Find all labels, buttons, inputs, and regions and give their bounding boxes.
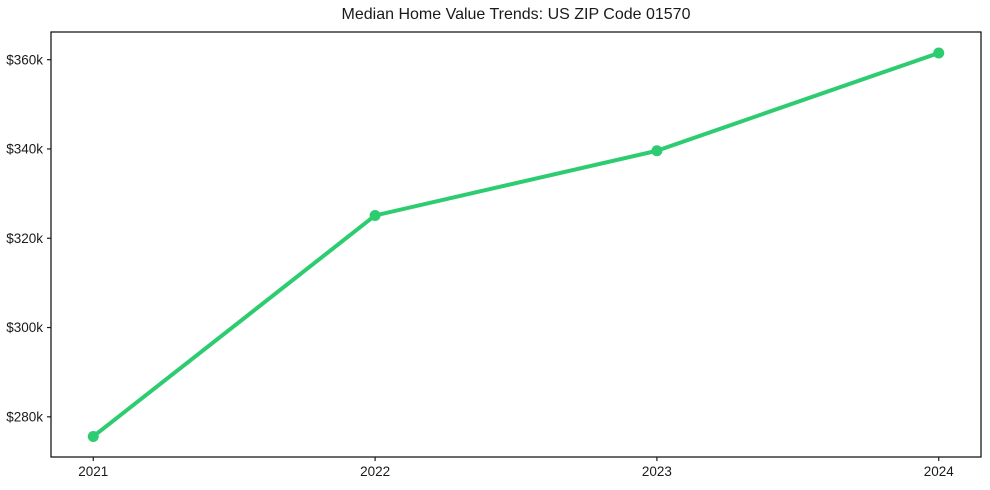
data-point-marker: [369, 209, 381, 221]
y-axis-tick-label: $340k: [6, 142, 43, 157]
x-axis-tick-label: 2021: [78, 464, 108, 479]
y-axis-tick-label: $360k: [6, 52, 43, 67]
series-line: [91, 50, 941, 439]
data-point-marker: [87, 430, 99, 442]
y-axis-tick-label: $300k: [6, 320, 43, 335]
plot-frame: [50, 31, 982, 458]
y-axis-tick-label: $280k: [6, 409, 43, 424]
x-axis-tick-label: 2023: [642, 464, 672, 479]
y-axis-tick-label: $320k: [6, 231, 43, 246]
x-axis-tick-label: 2022: [360, 464, 390, 479]
chart-title: Median Home Value Trends: US ZIP Code 01…: [341, 6, 691, 23]
x-axis-tick-label: 2024: [924, 464, 955, 479]
data-point-marker: [651, 145, 663, 157]
data-point-marker: [933, 47, 945, 59]
